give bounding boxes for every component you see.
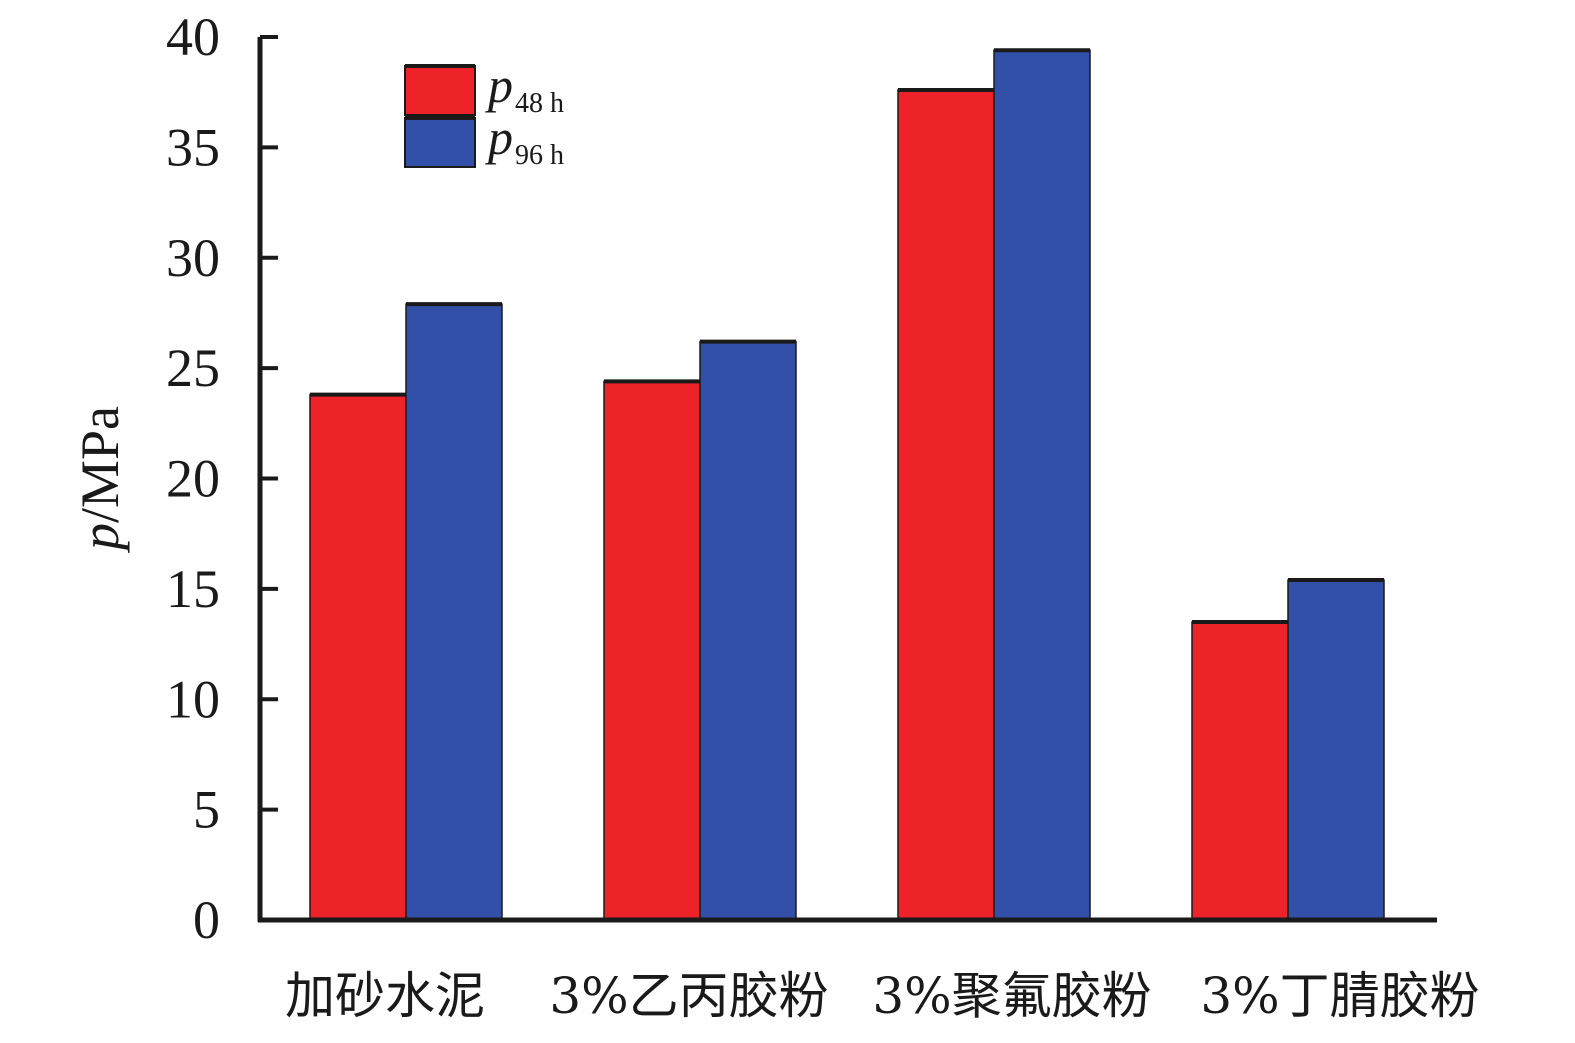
legend-label-symbol: p [485, 109, 513, 165]
bar-p48h [603, 380, 701, 921]
y-tick-label: 25 [166, 338, 220, 398]
x-category-label: 3%丁腈胶粉 [1200, 967, 1479, 1025]
legend-label: p48 h [485, 57, 564, 119]
bar-p96h [1287, 579, 1385, 921]
legend-label-subscript: 48 h [515, 88, 564, 119]
legend-label-subscript: 96 h [515, 140, 564, 171]
y-tick-label: 35 [166, 117, 220, 177]
y-tick-label: 5 [193, 780, 220, 840]
y-tick-label: 30 [166, 228, 220, 288]
y-tick-label: 0 [193, 890, 220, 950]
y-tick-label: 10 [166, 669, 220, 729]
x-category-label: 3%乙丙胶粉 [549, 967, 828, 1025]
legend-swatch [404, 117, 476, 168]
legend-label-symbol: p [485, 57, 513, 113]
legend-label: p96 h [485, 109, 564, 171]
bar-p48h [897, 89, 995, 921]
y-axis-title-symbol: p [70, 523, 130, 554]
x-category-label: 3%聚氟胶粉 [872, 967, 1151, 1025]
bar-p48h [1191, 621, 1289, 921]
bar-p48h [309, 393, 407, 921]
y-ticks: 0 5 10 15 20 25 30 35 40 [166, 7, 278, 950]
legend-swatch [404, 65, 476, 116]
y-tick-label: 20 [166, 449, 220, 509]
y-axis-title-unit: /MPa [70, 406, 130, 523]
x-category-labels: 加砂水泥 3%乙丙胶粉 3%聚氟胶粉 3%丁腈胶粉 [285, 967, 1480, 1025]
bar-p96h [699, 340, 797, 921]
y-tick-label: 15 [166, 559, 220, 619]
bar-p96h [993, 49, 1091, 921]
bar-p96h [405, 303, 503, 921]
bars-layer [309, 48, 1385, 921]
y-tick-label: 40 [166, 7, 220, 67]
x-category-label: 加砂水泥 [285, 967, 485, 1025]
y-axis-title: p/MPa [70, 406, 130, 554]
